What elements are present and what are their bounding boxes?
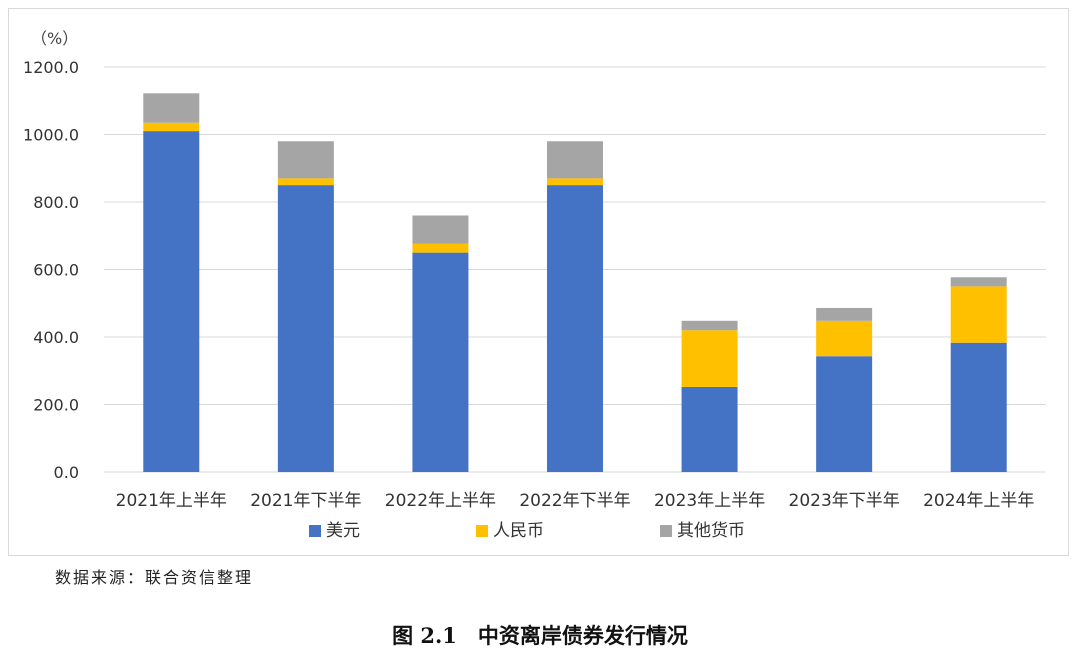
bar-segment <box>950 286 1007 343</box>
legend-label: 其他货币 <box>677 521 745 541</box>
bar-segment <box>950 342 1007 472</box>
legend-swatch <box>309 525 321 537</box>
bar-segment <box>950 277 1007 287</box>
bar-segment <box>547 185 603 472</box>
bar-segment <box>547 141 603 179</box>
bar-segment <box>277 141 334 179</box>
bar-segment <box>681 386 738 472</box>
bar-segment <box>681 330 738 387</box>
x-tick-label: 2024年上半年 <box>923 491 1034 511</box>
legend-label: 人民币 <box>493 521 544 541</box>
bar-segment <box>816 320 873 357</box>
bar-segment <box>143 131 200 472</box>
bar-segment <box>277 178 334 186</box>
figure-caption: 图 2.1 中资离岸债券发行情况 <box>392 623 688 648</box>
x-tick-label: 2022年上半年 <box>385 491 496 511</box>
y-tick-label: 1000.0 <box>23 126 79 145</box>
stacked-bar-chart: （%） 0.0200.0400.0600.0800.01000.01200.0 … <box>23 29 1046 541</box>
legend: 美元 人民币 其他货币 <box>309 521 745 541</box>
bar-segment <box>816 307 873 321</box>
legend-swatch <box>476 525 488 537</box>
bar-segment <box>681 320 738 331</box>
bar-segment <box>143 93 200 123</box>
y-tick-label: 800.0 <box>33 193 79 212</box>
source-note: 数据来源：联合资信整理 <box>55 568 254 587</box>
legend-label: 美元 <box>326 521 360 541</box>
y-axis-unit-label: （%） <box>31 29 78 48</box>
x-tick-label: 2023年上半年 <box>654 491 765 511</box>
y-tick-label: 600.0 <box>33 261 79 280</box>
bar-segment <box>412 215 469 244</box>
x-tick-label: 2023年下半年 <box>789 491 900 511</box>
y-tick-label: 1200.0 <box>23 58 79 77</box>
chart-frame: （%） 0.0 200.0 400.0 600.0 800.0 1000.0 1200.0 … <box>8 8 1069 556</box>
x-tick-label: 2021年上半年 <box>116 491 227 511</box>
legend-swatch <box>660 525 672 537</box>
bar-segment <box>412 243 469 253</box>
bar-segment <box>143 122 200 132</box>
y-tick-label: 200.0 <box>33 396 79 415</box>
bar-segment <box>277 185 334 472</box>
bar-segment <box>412 252 469 472</box>
bars-group <box>143 93 1007 472</box>
y-tick-label: 0.0 <box>54 463 79 482</box>
bar-segment <box>816 356 873 472</box>
bar-segment <box>547 178 603 186</box>
x-tick-label: 2021年下半年 <box>250 491 361 511</box>
x-axis-labels: 2021年上半年 2021年下半年 2022年上半年 2022年下半年 2023年上半年… <box>116 491 1035 511</box>
y-axis-ticks: 0.0 200.0 400.0 600.0 800.0 1000.0 1200.0 <box>23 58 79 482</box>
y-tick-label: 400.0 <box>33 328 79 347</box>
x-tick-label: 2022年下半年 <box>519 491 630 511</box>
